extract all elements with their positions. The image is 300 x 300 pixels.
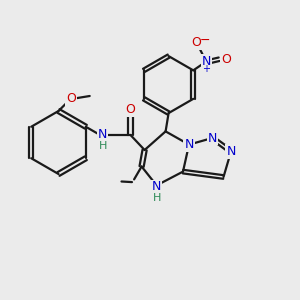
Text: +: + [202, 64, 210, 74]
Text: N: N [184, 138, 194, 151]
Text: O: O [192, 36, 202, 49]
Text: N: N [202, 55, 211, 68]
Text: N: N [98, 128, 107, 142]
Text: O: O [66, 92, 76, 105]
Text: H: H [152, 193, 161, 203]
Text: N: N [208, 131, 217, 145]
Text: N: N [226, 145, 236, 158]
Text: H: H [98, 141, 107, 152]
Text: O: O [126, 103, 135, 116]
Text: O: O [221, 53, 231, 66]
Text: −: − [200, 34, 210, 46]
Text: N: N [152, 180, 161, 194]
